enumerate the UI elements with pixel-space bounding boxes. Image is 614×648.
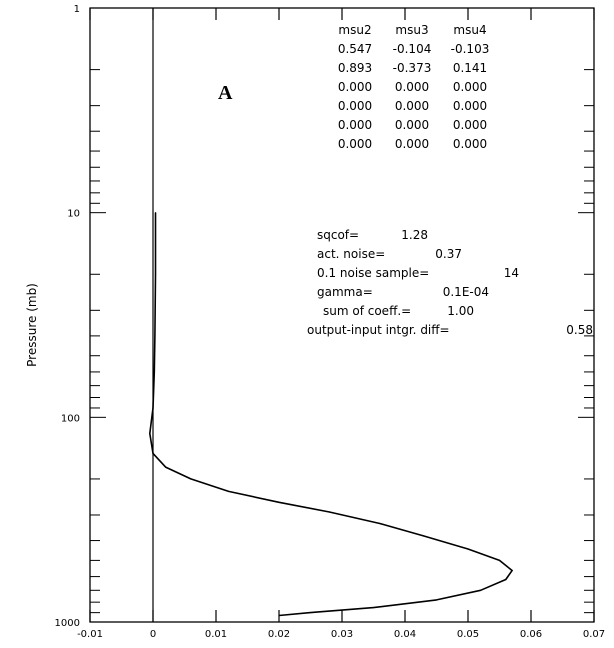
table-cell: -0.373 (393, 61, 432, 75)
x-tick-label: -0.01 (77, 629, 103, 640)
series-point (480, 589, 482, 591)
stat-label: output-input intgr. diff= (307, 323, 450, 337)
stat-label: sqcof= (317, 228, 359, 242)
stat-value: 0.1E-04 (443, 285, 489, 299)
x-tick-label: 0.07 (583, 629, 605, 640)
table-cell: 0.000 (395, 137, 429, 151)
series-point (435, 599, 438, 601)
coefficient-table: msu2 msu3 msu4 0.547 -0.104 -0.103 0.893 -0.373… (338, 23, 490, 151)
x-tick-label: 0.05 (457, 629, 479, 640)
series-point (154, 273, 157, 275)
series-point (372, 606, 375, 609)
table-cell: 0.000 (453, 99, 487, 113)
y-tick-label: 1 (74, 4, 80, 15)
series-point (153, 371, 155, 373)
table-cell: -0.104 (393, 42, 432, 56)
x-tick-label: 0.01 (205, 629, 227, 640)
series-point (278, 501, 280, 503)
stat-label: act. noise= (317, 247, 385, 261)
stat-value: 1.28 (401, 228, 428, 242)
stats-block: sqcof= 1.28 act. noise= 0.37 0.1 noise sampl… (307, 228, 593, 337)
series-point (309, 612, 312, 614)
series-point (328, 511, 330, 513)
table-cell: 0.000 (338, 99, 372, 113)
table-cell: 0.000 (453, 118, 487, 132)
series-layer (149, 212, 513, 617)
series-point (152, 407, 154, 409)
stat-value: 0.58 (566, 323, 593, 337)
series-point (190, 478, 192, 480)
stat-label: sum of coeff.= (323, 304, 411, 318)
stat-label: 0.1 noise sample= (317, 266, 429, 280)
series-point (379, 522, 381, 525)
y-tick-label: 100 (61, 413, 80, 424)
table-cell: 0.000 (338, 118, 372, 132)
stat-label: gamma= (317, 285, 373, 299)
x-tick-label: 0 (150, 629, 156, 640)
table-cell: 0.547 (338, 42, 372, 56)
x-tick-label: 0.02 (268, 629, 290, 640)
table-cell: 0.000 (338, 137, 372, 151)
series-point (511, 569, 513, 572)
table-cell: 0.000 (395, 80, 429, 94)
x-tick-label: 0.03 (331, 629, 353, 640)
series-point (149, 432, 151, 435)
series-point (467, 548, 469, 550)
table-cell: 0.893 (338, 61, 372, 75)
table-cell: -0.103 (451, 42, 490, 56)
series-point (165, 466, 167, 468)
table-header: msu4 (453, 23, 486, 37)
table-cell: 0.000 (395, 118, 429, 132)
stat-value: 0.37 (435, 247, 462, 261)
x-tick-label: 0.06 (520, 629, 542, 640)
y-tick-label: 1000 (55, 618, 80, 629)
table-cell: 0.000 (453, 80, 487, 94)
table-cell: 0.000 (453, 137, 487, 151)
stat-value: 14 (504, 266, 519, 280)
y-tick-label: 10 (67, 209, 80, 220)
panel-label: A (218, 82, 233, 104)
stat-value: 1.00 (447, 304, 474, 318)
series-point (228, 490, 230, 492)
y-axis-label: Pressure (mb) (25, 283, 39, 367)
table-header: msu3 (395, 23, 428, 37)
table-cell: 0.000 (395, 99, 429, 113)
series-point (152, 452, 154, 454)
series-point (505, 578, 507, 581)
x-axis-ticks: -0.01 0 0.01 0.02 0.03 0.04 0.05 0.06 0.07 (77, 8, 605, 640)
x-tick-label: 0.04 (394, 629, 416, 640)
series-point (423, 535, 425, 537)
series-point (498, 559, 501, 561)
series-point (154, 212, 157, 214)
table-cell: 0.141 (453, 61, 487, 75)
plot-frame (89, 7, 595, 623)
series-point (278, 614, 280, 617)
series-point (154, 335, 156, 337)
table-header: msu2 (338, 23, 371, 37)
table-cell: 0.000 (338, 80, 372, 94)
